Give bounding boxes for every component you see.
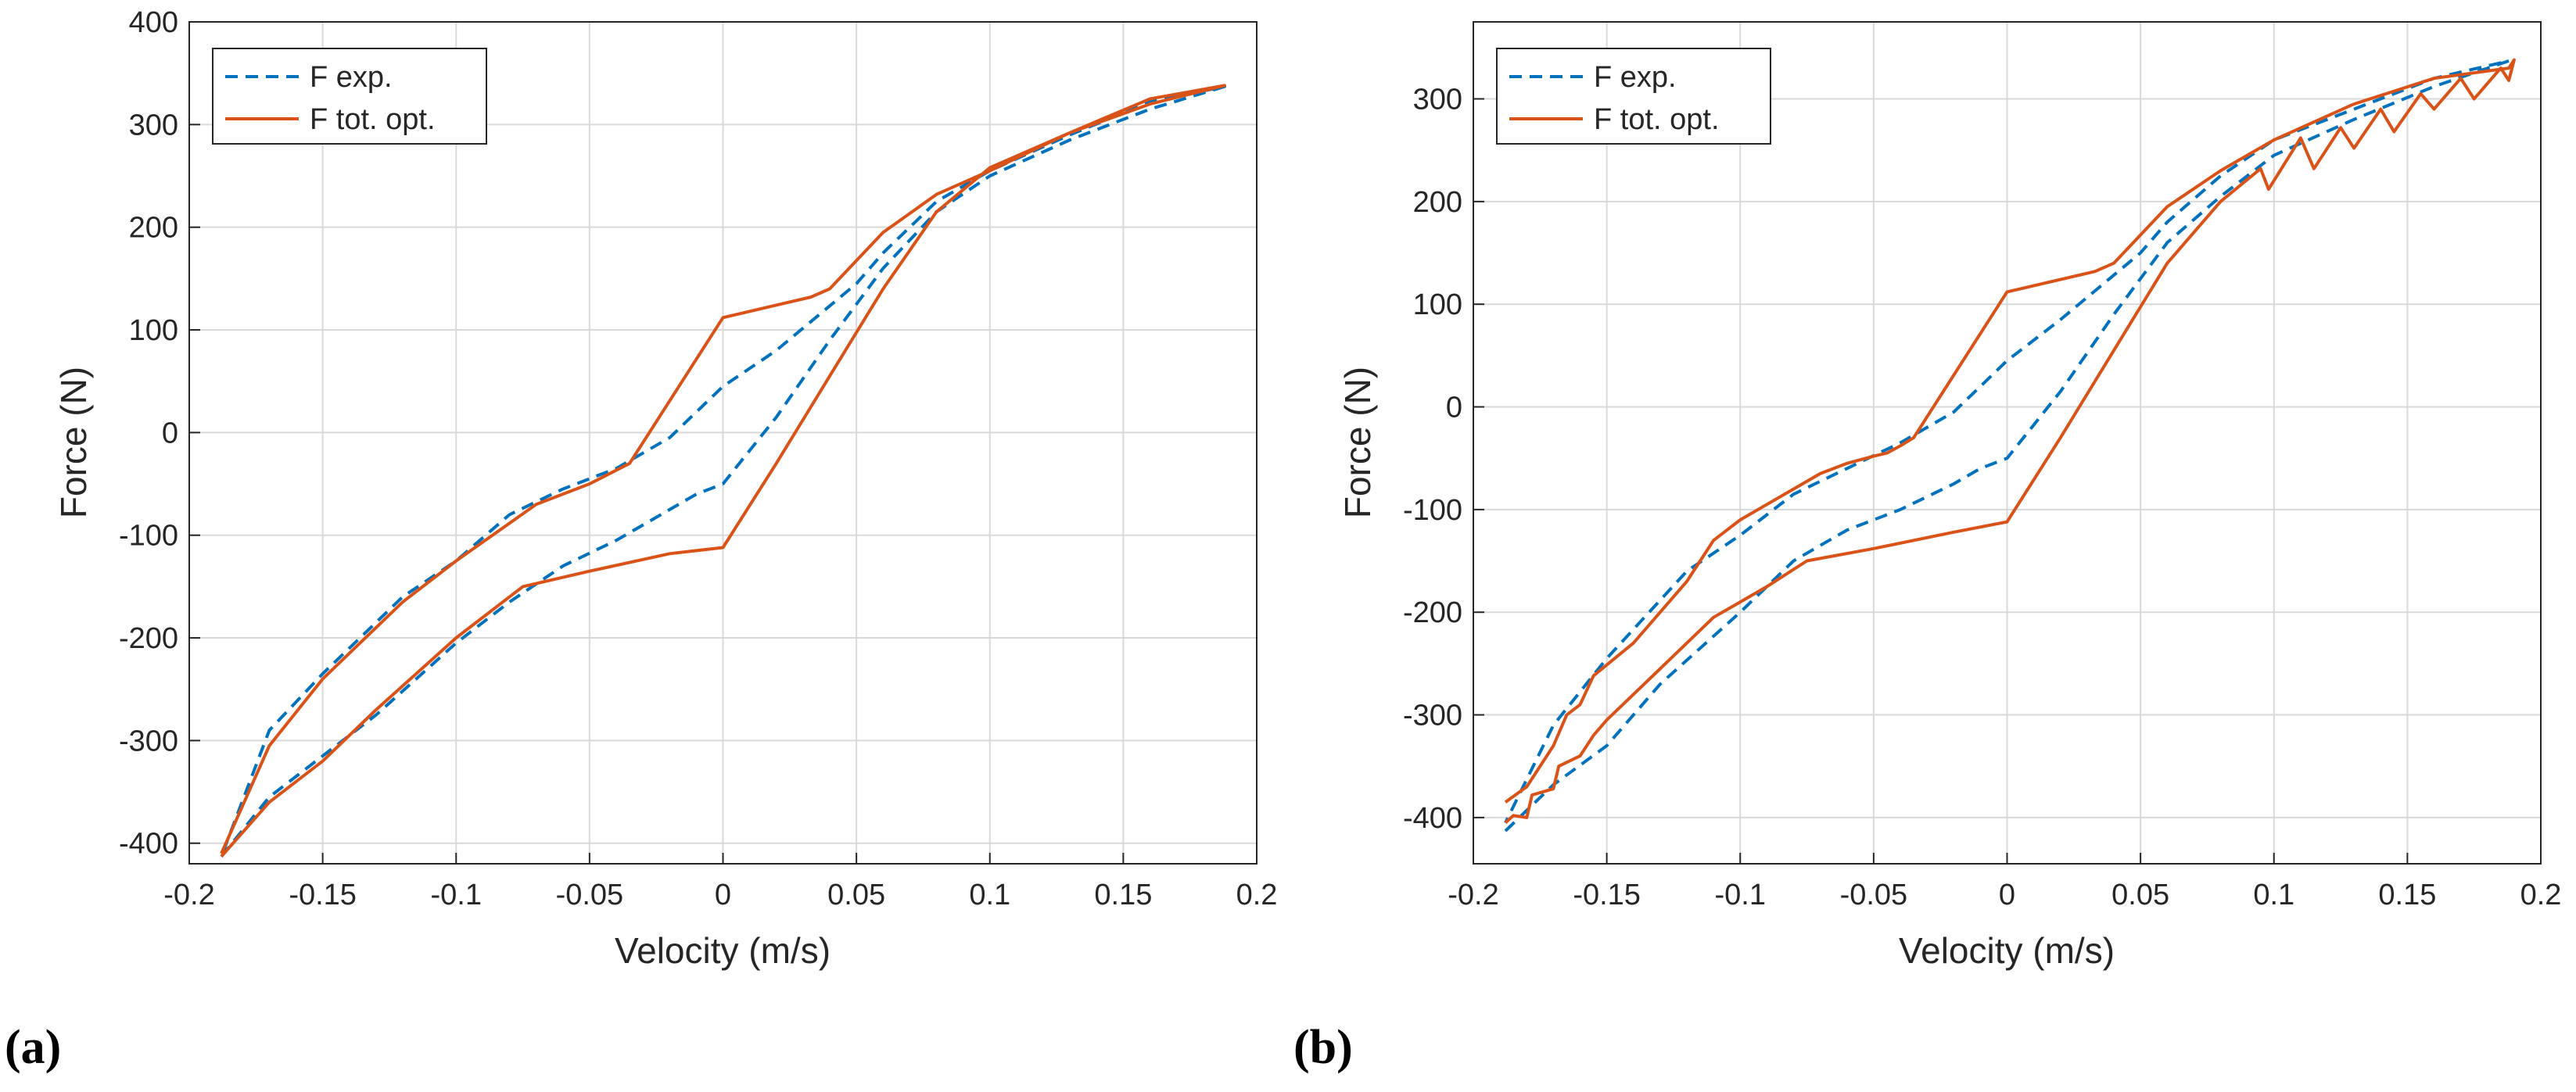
chart-b-legend-exp-label: F exp. [1594,61,1677,94]
chart-b-series [1504,58,2516,832]
chart-a-ytick-label: 0 [162,417,178,449]
chart-a-legend-box [212,48,487,145]
chart-b-xtick-label: -0.15 [1573,879,1641,911]
chart-b-ytick-label: 200 [1413,186,1462,219]
chart-a-ytick-label: 400 [129,6,178,39]
chart-a-xtick-label: -0.2 [163,879,214,911]
chart-a-ytick-label: 300 [129,109,178,141]
chart-a-xtick-label: -0.05 [556,879,624,911]
chart-b-ytick-label: 0 [1446,392,1462,424]
chart-a-xlabel: Velocity (m/s) [615,930,831,971]
chart-a-ticks: -0.2 -0.15 -0.1 -0.05 0 0.05 0.1 0.15 0.2 -400 -30… [119,6,1277,911]
panel-label-a: (a) [5,1021,61,1074]
chart-b-legend-opt-label: F tot. opt. [1594,103,1720,136]
chart-b: -0.2 -0.15 -0.1 -0.05 0 0.05 0.1 0.15 0.2 -400 -30… [1293,21,2561,1074]
chart-a-ytick-label: 200 [129,212,178,245]
chart-a-xtick-label: 0.15 [1094,879,1152,911]
chart-b-xtick-label: -0.1 [1715,879,1766,911]
chart-b-legend-box [1496,48,1771,145]
chart-b-xlabel: Velocity (m/s) [1899,930,2115,971]
chart-b-xtick-label: 0.1 [2253,879,2294,911]
chart-b-ytick-label: -400 [1403,802,1462,835]
chart-b-ytick-label: 100 [1413,288,1462,321]
chart-a-ytick-label: -400 [119,828,178,861]
chart-b-ticks: -0.2 -0.15 -0.1 -0.05 0 0.05 0.1 0.15 0.2 -400 -30… [1403,84,2561,911]
chart-a-ytick-label: -300 [119,725,178,757]
chart-b-xtick-label: -0.2 [1448,879,1498,911]
chart-b-ytick-label: -100 [1403,494,1462,527]
chart-a-xtick-label: 0.05 [827,879,885,911]
chart-a-legend: F exp. F tot. opt. [212,48,487,145]
chart-a-ylabel: Force (N) [53,367,94,518]
chart-a-series-f-tot-opt-line [220,84,1226,858]
chart-b-xtick-label: 0.15 [2378,879,2436,911]
chart-a-legend-opt-label: F tot. opt. [310,103,436,136]
chart-a-xtick-label: 0 [715,879,731,911]
chart-a-xtick-label: 0.1 [969,879,1010,911]
chart-b-ylabel: Force (N) [1337,367,1378,518]
chart-a-legend-exp-label: F exp. [310,61,393,94]
chart-b-legend: F exp. F tot. opt. [1496,48,1771,145]
chart-a-xtick-label: -0.1 [431,879,482,911]
chart-b-xtick-label: 0.2 [2520,879,2562,911]
chart-b-ytick-label: -300 [1403,700,1462,732]
chart-a-xtick-label: -0.15 [289,879,357,911]
chart-b-xtick-label: -0.05 [1840,879,1908,911]
chart-b-series-f-tot-opt-line [1504,58,2516,824]
chart-a-ytick-label: -200 [119,622,178,655]
chart-b-xtick-label: 0 [1999,879,2015,911]
chart-b-ytick-label: 300 [1413,84,1462,116]
chart-a-series [220,84,1226,858]
chart-a-ytick-label: 100 [129,314,178,347]
chart-a-xtick-label: 0.2 [1236,879,1278,911]
chart-b-series-f-exp-line [1504,59,2511,832]
chart-a-ytick-label: -100 [119,520,178,553]
panel-label-b: (b) [1293,1021,1353,1074]
chart-b-xtick-label: 0.05 [2111,879,2169,911]
chart-b-ytick-label: -200 [1403,596,1462,629]
chart-a: -0.2 -0.15 -0.1 -0.05 0 0.05 0.1 0.15 0.2 -400 -30… [5,6,1277,1074]
